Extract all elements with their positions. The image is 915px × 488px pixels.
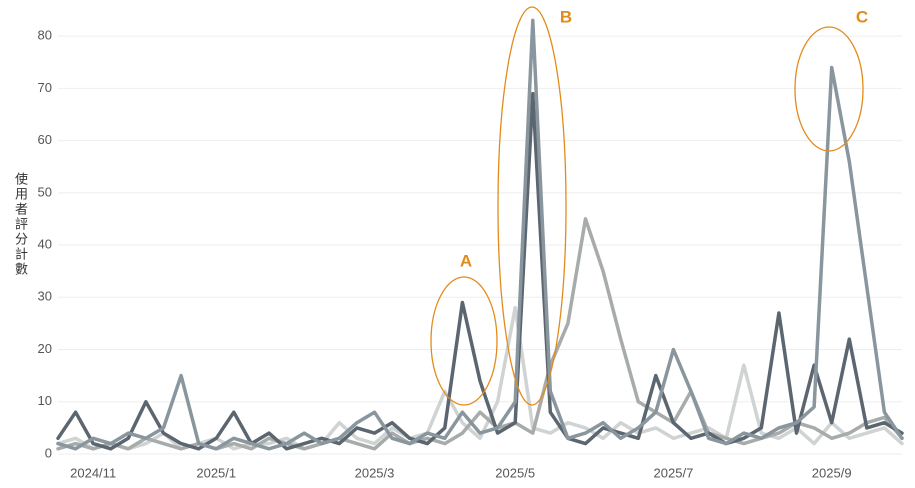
y-tick-label: 60: [38, 132, 52, 147]
x-tick-label: 2025/1: [196, 465, 236, 480]
series-line: [56, 91, 904, 451]
lines: [56, 18, 904, 451]
grid: 0 10 20 30 40 50 60 70 80: [38, 28, 902, 460]
x-tick-label: 2025/3: [355, 465, 395, 480]
y-tick-label: 20: [38, 341, 52, 356]
y-axis-label: 使用者評分計數: [13, 172, 28, 277]
x-tick-label: 2025/7: [654, 465, 694, 480]
y-tick-label: 10: [38, 393, 52, 408]
y-tick-label: 30: [38, 289, 52, 304]
annotation-label: B: [560, 7, 572, 26]
x-tick-label: 2024/11: [70, 465, 116, 480]
annotation-label: A: [460, 251, 472, 270]
series-line: [56, 18, 904, 451]
annotation-label: C: [856, 7, 868, 26]
x-tick-label: 2025/5: [495, 465, 535, 480]
x-tick-label: 2025/9: [812, 465, 852, 480]
y-tick-label: 80: [38, 28, 52, 43]
y-tick-label: 50: [38, 184, 52, 199]
annotation-ellipse: [794, 26, 864, 152]
annotation-ellipse: [430, 276, 498, 406]
y-tick-label: 40: [38, 236, 52, 251]
y-tick-label: 0: [45, 445, 52, 460]
y-tick-label: 70: [38, 80, 52, 95]
annotation-ellipse: [497, 6, 567, 406]
